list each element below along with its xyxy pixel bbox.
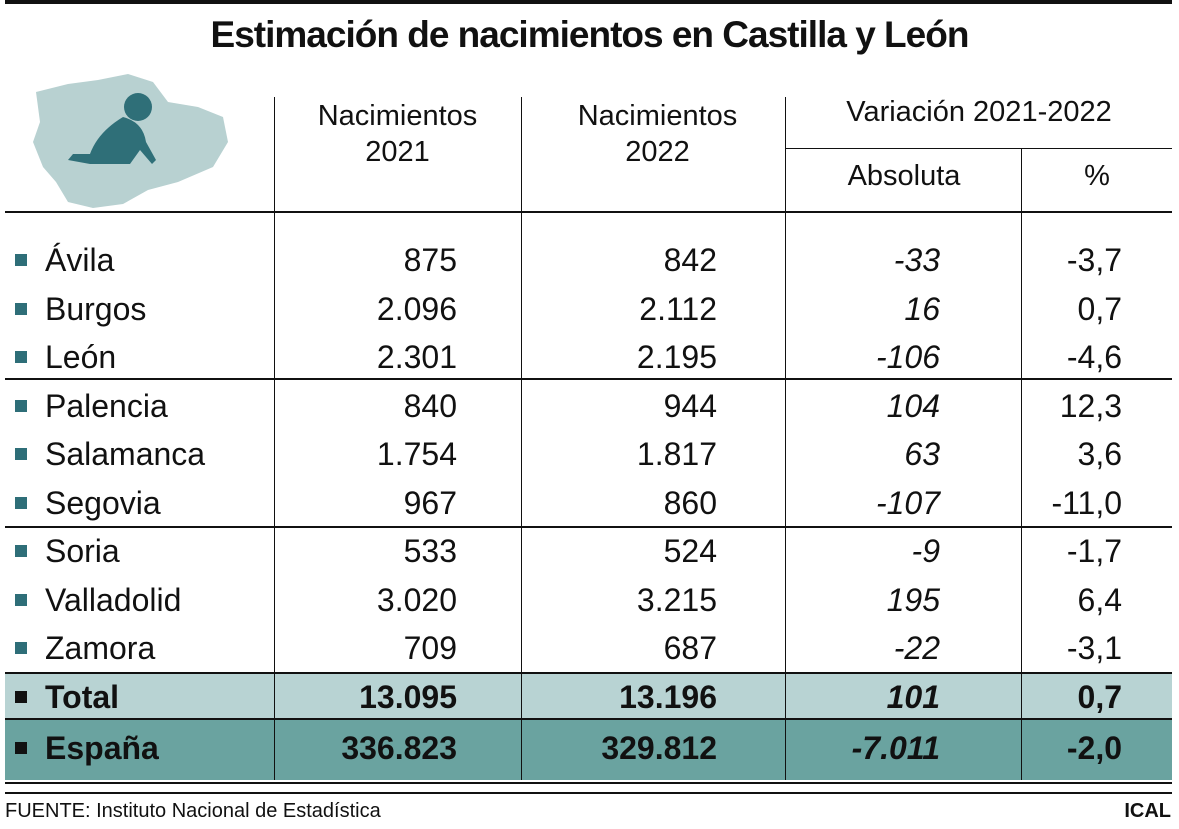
- cell: 2.096: [376, 290, 457, 327]
- cell: 6,4: [1077, 581, 1122, 618]
- bullet: [15, 691, 27, 703]
- row-label: España: [45, 730, 159, 766]
- bullet: [15, 448, 27, 460]
- map-icon: [33, 74, 228, 208]
- cell: 12,3: [1059, 387, 1122, 424]
- cell: 2.112: [639, 290, 717, 327]
- cell: 2.301: [376, 339, 457, 375]
- cell: -9: [911, 533, 940, 569]
- cell: -3,7: [1066, 242, 1122, 278]
- bottom-rule: [5, 782, 1172, 784]
- group-rule: [5, 378, 1172, 380]
- cell: 63: [904, 436, 940, 472]
- col-divider: [274, 97, 275, 213]
- cell: 687: [663, 630, 717, 666]
- cell: 13.095: [359, 679, 457, 715]
- cell: 2.195: [636, 339, 717, 375]
- cell: 3.215: [636, 581, 717, 618]
- bullet: [15, 302, 27, 315]
- cell: -107: [875, 484, 940, 521]
- header-rule: [785, 148, 1172, 149]
- bullet: [15, 742, 27, 754]
- header-cell: Absoluta: [847, 160, 961, 192]
- cell: -106: [875, 339, 940, 375]
- cell: 16: [904, 290, 940, 327]
- spain-band: [5, 720, 1172, 780]
- source: FUENTE: Instituto Nacional de Estadístic…: [5, 800, 381, 822]
- header-rule: [5, 211, 1172, 213]
- cell: 840: [403, 387, 457, 424]
- col-divider: [521, 97, 522, 213]
- cell: 0,7: [1077, 679, 1122, 715]
- row-label: Burgos: [45, 290, 147, 327]
- cell: -4,6: [1066, 339, 1122, 375]
- bullet: [15, 496, 27, 509]
- header-cell: Variación 2021-2022: [846, 96, 1112, 128]
- row-label: Zamora: [45, 630, 156, 666]
- col-divider: [521, 213, 522, 780]
- cell: -7.011: [851, 730, 940, 766]
- group-rule: [5, 526, 1172, 528]
- title: Estimación de nacimientos en Castilla y …: [210, 14, 970, 55]
- row-label: León: [45, 339, 117, 375]
- col-divider: [785, 97, 786, 213]
- agency: ICAL: [1124, 800, 1171, 822]
- cell: -3,1: [1066, 630, 1122, 666]
- col-divider: [785, 213, 786, 780]
- row-label: Total: [45, 679, 120, 715]
- bullet: [15, 642, 27, 654]
- cell: 329.812: [601, 730, 717, 766]
- header-cell: %: [1084, 160, 1110, 192]
- cell: 842: [663, 242, 717, 278]
- cell: 13.196: [619, 679, 717, 715]
- cell: 0,7: [1077, 290, 1122, 327]
- header-cell: Nacimientos 2022: [577, 100, 738, 169]
- bullet: [15, 545, 27, 557]
- cell: 101: [886, 679, 940, 715]
- cell: 1.817: [636, 436, 717, 472]
- cell: 104: [886, 387, 940, 424]
- cell: 3,6: [1077, 436, 1122, 472]
- row-label: Segovia: [45, 484, 161, 521]
- top-rule: [5, 0, 1172, 4]
- cell: 3.020: [376, 581, 457, 618]
- cell: 875: [403, 242, 457, 278]
- cell: -11,0: [1051, 484, 1122, 521]
- bullet: [15, 399, 27, 412]
- cell: 944: [663, 387, 717, 424]
- cell: 1.754: [376, 436, 457, 472]
- cell: -2,0: [1066, 730, 1122, 766]
- row-label: Palencia: [45, 387, 168, 424]
- cell: -1,7: [1066, 533, 1122, 569]
- bullet: [15, 351, 27, 363]
- bottom-rule: [5, 792, 1172, 794]
- cell: 533: [403, 533, 457, 569]
- row-label: Valladolid: [45, 581, 182, 618]
- cell: -33: [893, 242, 940, 278]
- col-divider: [274, 213, 275, 780]
- row-label: Soria: [45, 533, 120, 569]
- cell: 195: [886, 581, 940, 618]
- row-label: Salamanca: [45, 436, 206, 472]
- bullet: [15, 593, 27, 606]
- header-cell: Nacimientos 2021: [317, 100, 478, 169]
- cell: 524: [663, 533, 717, 569]
- cell: 967: [403, 484, 457, 521]
- row-label: Ávila: [45, 242, 115, 278]
- col-divider: [1021, 148, 1022, 213]
- cell: 709: [403, 630, 457, 666]
- cell: -22: [893, 630, 940, 666]
- bullet: [15, 254, 27, 266]
- group-rule: [5, 672, 1172, 674]
- cell: 860: [663, 484, 717, 521]
- total-band: [5, 672, 1172, 718]
- group-rule: [5, 718, 1172, 720]
- cell: 336.823: [341, 730, 457, 766]
- col-divider: [1021, 213, 1022, 780]
